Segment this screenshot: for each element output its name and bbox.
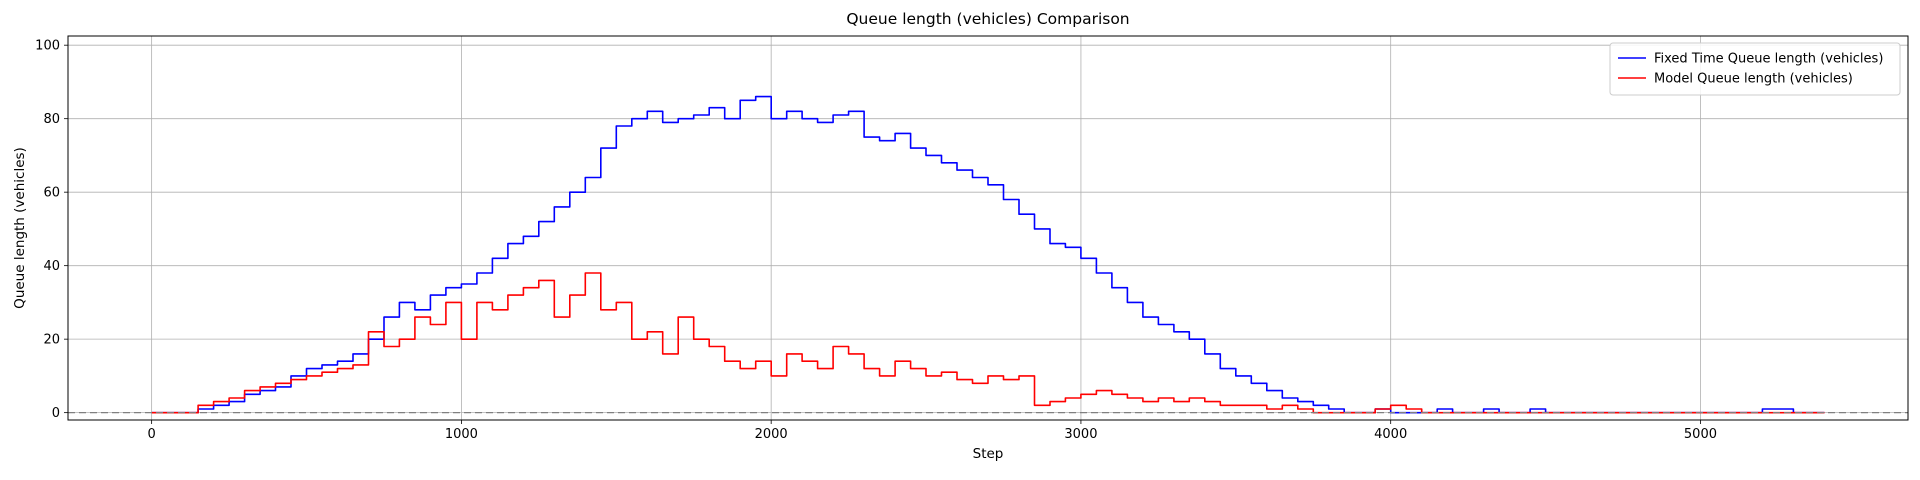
ticks: 0 1000 2000 3000 4000 5000 0 20 40 60 80 100 bbox=[35, 39, 1717, 442]
series-line-0 bbox=[151, 95, 1825, 414]
chart-title: Queue length (vehicles) Comparison bbox=[846, 10, 1129, 28]
y-tick-label: 40 bbox=[43, 259, 60, 274]
legend-label-model: Model Queue length (vehicles) bbox=[1654, 72, 1853, 87]
x-tick-label: 2000 bbox=[755, 427, 788, 442]
x-tick-label: 5000 bbox=[1684, 427, 1717, 442]
legend: Fixed Time Queue length (vehicles) Model… bbox=[1609, 42, 1901, 96]
x-axis-title: Step bbox=[973, 446, 1004, 462]
series-layer bbox=[151, 95, 1825, 414]
grid bbox=[68, 36, 1908, 420]
y-tick-label: 0 bbox=[52, 406, 60, 421]
x-tick-label: 4000 bbox=[1374, 427, 1407, 442]
x-tick-label: 0 bbox=[147, 427, 155, 442]
x-tick-label: 3000 bbox=[1064, 427, 1097, 442]
x-tick-label: 1000 bbox=[445, 427, 478, 442]
legend-box bbox=[1609, 42, 1901, 96]
y-axis-title: Queue length (vehicles) bbox=[12, 147, 28, 309]
legend-label-fixed-time: Fixed Time Queue length (vehicles) bbox=[1654, 52, 1883, 67]
y-tick-label: 80 bbox=[43, 112, 60, 127]
y-tick-label: 60 bbox=[43, 186, 60, 201]
y-tick-label: 100 bbox=[35, 39, 60, 54]
plot-frame bbox=[67, 35, 1909, 421]
series-line-1 bbox=[151, 272, 1825, 414]
y-tick-label: 20 bbox=[43, 333, 60, 348]
